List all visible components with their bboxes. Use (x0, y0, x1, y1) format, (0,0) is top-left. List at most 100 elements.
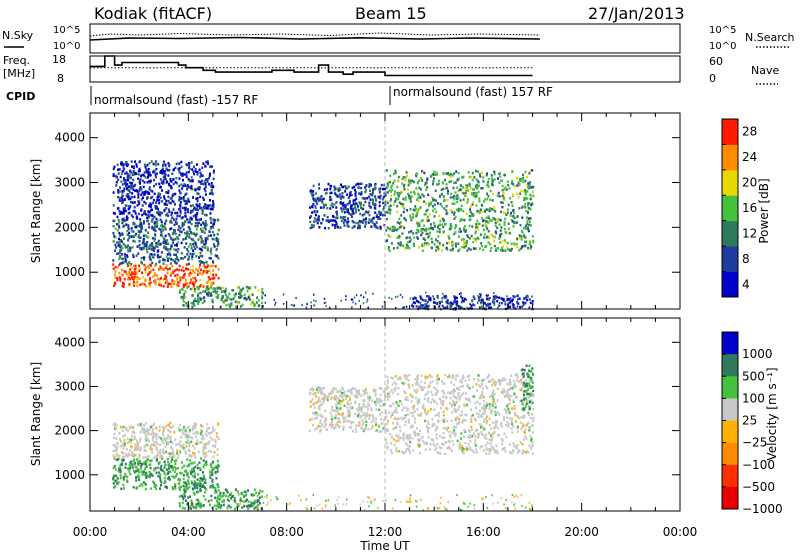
power-cell (196, 199, 199, 203)
velocity-cell (169, 437, 172, 441)
velocity-cell (186, 441, 189, 445)
velocity-cell (312, 423, 315, 427)
power-cell (114, 243, 117, 247)
velocity-cell (201, 435, 204, 439)
power-cell (449, 248, 452, 252)
velocity-cell (216, 453, 219, 457)
power-cell (196, 170, 199, 174)
power-cell (177, 167, 180, 171)
power-cell (154, 282, 157, 286)
power-cell (418, 246, 421, 249)
power-cell (160, 230, 163, 234)
power-cell (174, 237, 177, 241)
power-cell (124, 172, 127, 175)
velocity-cell (383, 403, 386, 406)
power-cell (198, 256, 201, 259)
power-cell (478, 184, 480, 188)
power-cell (150, 203, 153, 207)
velocity-cell (396, 417, 398, 421)
velocity-cell (466, 435, 469, 439)
power-cell (149, 214, 152, 217)
velocity-cell (188, 429, 191, 432)
power-cell (441, 181, 444, 184)
power-cell (449, 209, 452, 212)
power-cell (496, 296, 499, 299)
power-cell (153, 221, 156, 224)
power-cell (212, 205, 215, 208)
velocity-cell (362, 403, 365, 407)
power-cell (434, 173, 437, 176)
power-cell (182, 222, 185, 225)
power-cell (167, 232, 170, 236)
power-cell (355, 183, 357, 186)
power-cell (472, 188, 475, 191)
velocity-cell (146, 458, 149, 461)
velocity-cell (351, 387, 354, 390)
power-cell (428, 202, 431, 206)
power-cell (139, 178, 142, 181)
power-cell (198, 202, 201, 206)
power-cell (446, 198, 449, 202)
power-cell (494, 230, 497, 233)
velocity-cell (160, 484, 162, 487)
power-cell (493, 297, 496, 301)
power-cell (480, 242, 483, 245)
power-cell (430, 223, 432, 226)
velocity-cell (150, 426, 153, 429)
power-cell (216, 232, 219, 236)
power-cell (526, 190, 529, 193)
velocity-cell (129, 448, 132, 452)
velocity-cell (192, 491, 195, 495)
power-cell (167, 189, 170, 193)
power-cell (196, 221, 199, 225)
power-cell (387, 247, 390, 251)
power-cell (143, 220, 145, 223)
power-cell (141, 191, 144, 194)
velocity-cell (169, 435, 172, 438)
velocity-cell (446, 420, 449, 423)
power-cell (196, 286, 199, 289)
velocity-cell (386, 375, 389, 379)
power-cell (487, 195, 490, 198)
power-cell (133, 284, 136, 287)
power-cell (527, 202, 530, 205)
power-cell (156, 196, 159, 199)
power-cell (240, 289, 243, 292)
velocity-cell (193, 480, 196, 483)
power-cell (524, 206, 527, 209)
power-cell (385, 186, 388, 189)
power-cell (159, 255, 162, 259)
velocity-cell (337, 412, 340, 416)
power-cell (205, 213, 208, 217)
velocity-cell (510, 394, 513, 398)
velocity-cell (112, 454, 115, 457)
power-cell (395, 307, 397, 309)
velocity-cell (115, 427, 118, 430)
velocity-cell (449, 435, 452, 439)
velocity-cell (532, 431, 535, 434)
power-cell (126, 254, 129, 257)
velocity-cell (361, 423, 364, 427)
velocity-cell (358, 403, 361, 406)
power-cell (137, 192, 140, 195)
power-cell (177, 248, 180, 251)
power-cell (442, 171, 445, 175)
power-cell (520, 229, 523, 233)
power-cell (129, 171, 132, 174)
velocity-cell (156, 442, 159, 446)
power-cell (437, 235, 440, 238)
velocity-cell (468, 428, 470, 432)
velocity-cell (318, 407, 321, 411)
power-cell (404, 178, 407, 182)
power-cell (261, 301, 263, 305)
velocity-cell (339, 389, 342, 392)
power-cell (230, 298, 233, 301)
power-cell (352, 301, 354, 304)
power-cell (479, 295, 482, 298)
velocity-cell (205, 429, 208, 433)
power-cell (519, 179, 522, 182)
power-cell (496, 299, 499, 303)
velocity-cell (137, 445, 140, 449)
velocity-cell (135, 466, 138, 469)
velocity-cell (358, 408, 361, 412)
